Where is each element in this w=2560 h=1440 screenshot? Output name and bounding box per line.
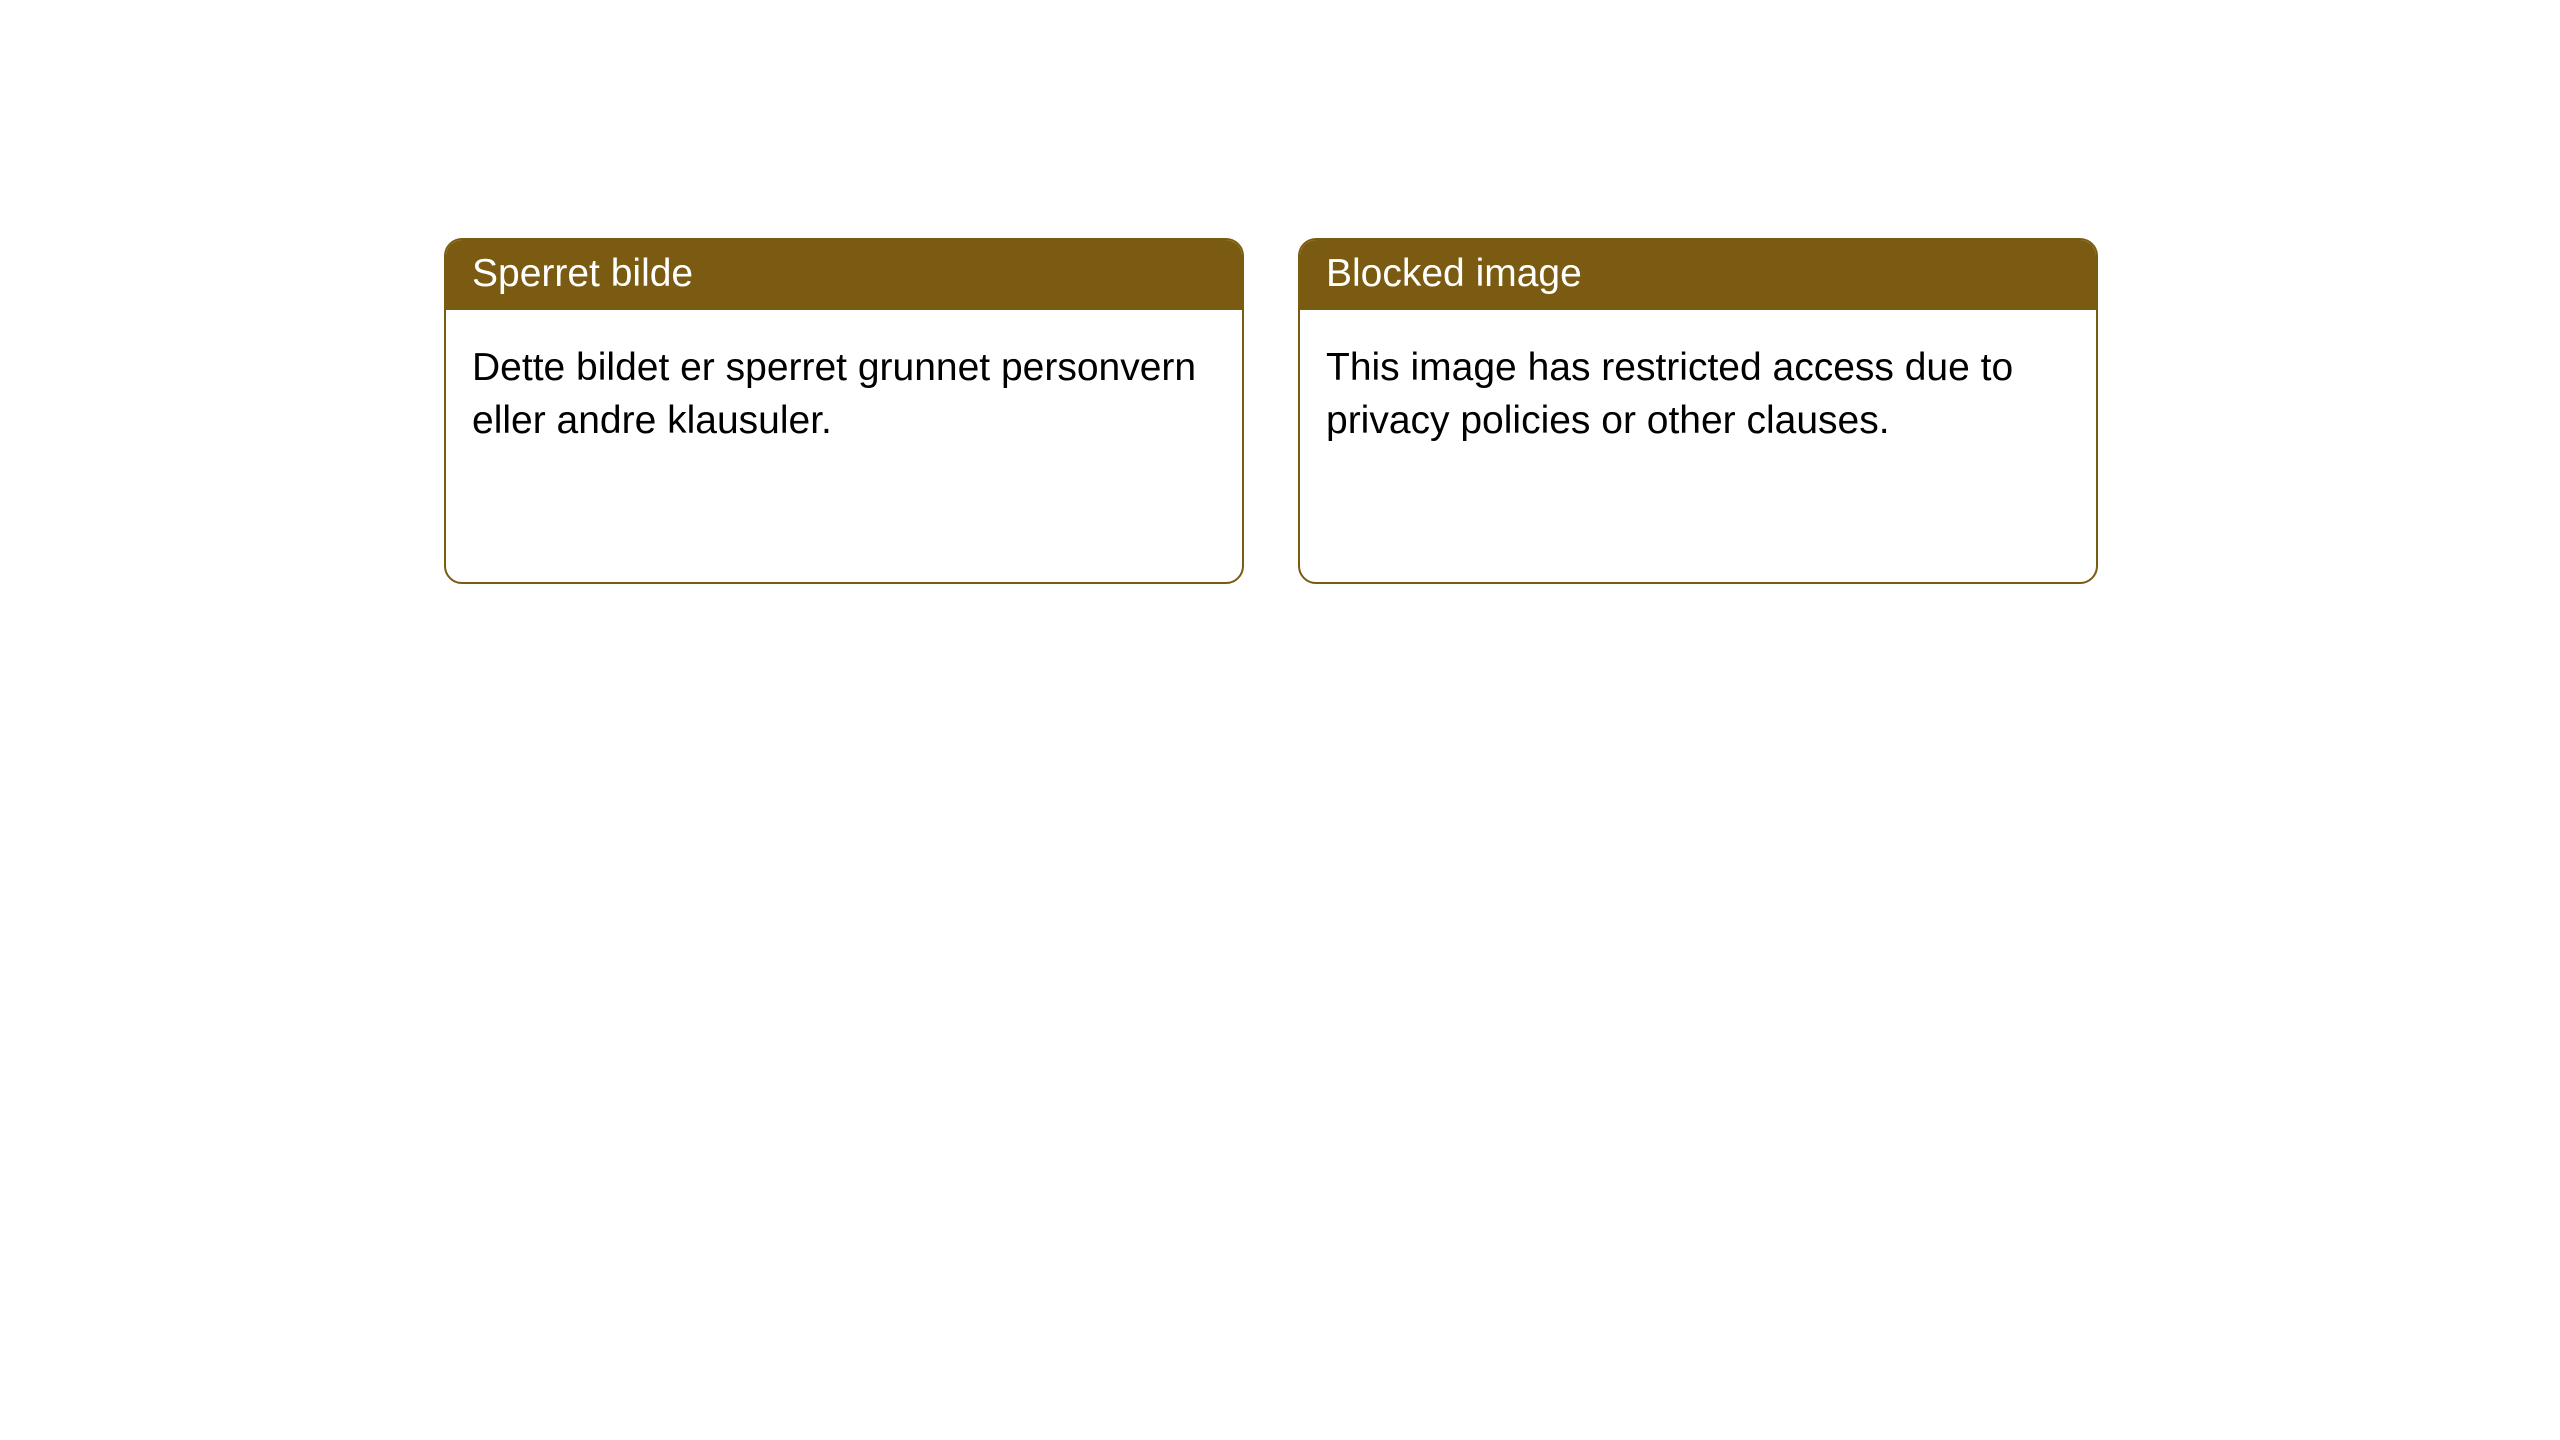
notice-container: Sperret bilde Dette bildet er sperret gr… (444, 238, 2098, 584)
notice-body-norwegian: Dette bildet er sperret grunnet personve… (446, 310, 1242, 582)
notice-title-english: Blocked image (1300, 240, 2096, 310)
notice-title-norwegian: Sperret bilde (446, 240, 1242, 310)
notice-card-norwegian: Sperret bilde Dette bildet er sperret gr… (444, 238, 1244, 584)
notice-card-english: Blocked image This image has restricted … (1298, 238, 2098, 584)
notice-body-english: This image has restricted access due to … (1300, 310, 2096, 582)
